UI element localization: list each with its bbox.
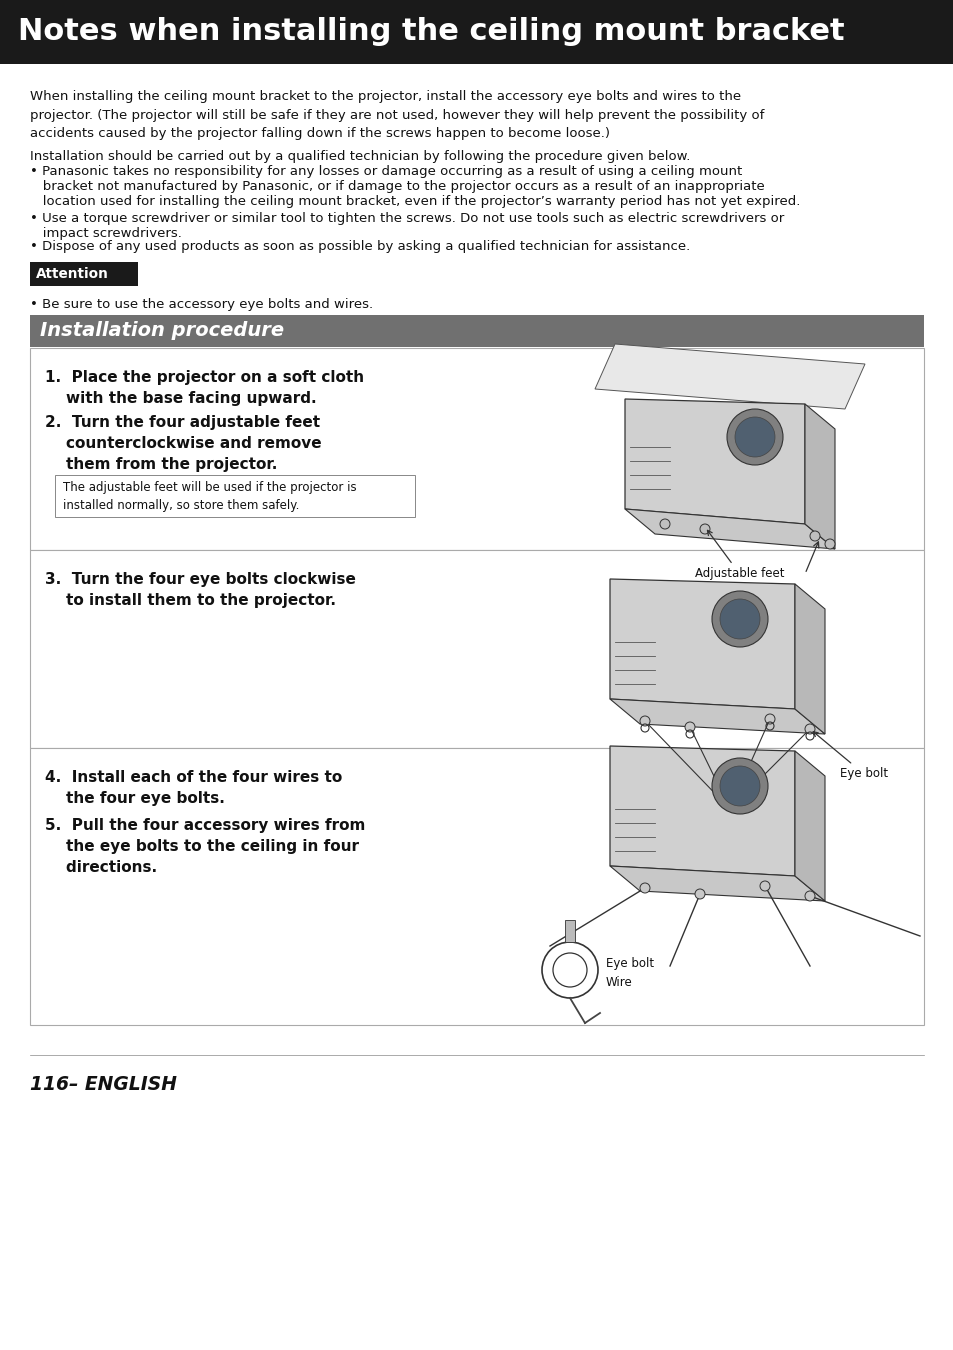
Circle shape (734, 417, 774, 458)
Text: Adjustable feet: Adjustable feet (695, 531, 783, 580)
Circle shape (684, 722, 695, 732)
Bar (30, 348, 923, 549)
Polygon shape (624, 400, 804, 524)
Circle shape (695, 890, 704, 899)
Polygon shape (794, 751, 824, 900)
Text: Notes when installing the ceiling mount bracket: Notes when installing the ceiling mount … (18, 18, 843, 46)
Bar (0, 0, 953, 63)
Text: impact screwdrivers.: impact screwdrivers. (30, 227, 182, 240)
Text: them from the projector.: them from the projector. (45, 458, 277, 472)
Text: Installation procedure: Installation procedure (40, 321, 284, 340)
Text: • Be sure to use the accessory eye bolts and wires.: • Be sure to use the accessory eye bolts… (30, 298, 373, 311)
Circle shape (764, 714, 774, 724)
Text: 116– ENGLISH: 116– ENGLISH (30, 1075, 177, 1094)
Text: • Panasonic takes no responsibility for any losses or damage occurring as a resu: • Panasonic takes no responsibility for … (30, 165, 741, 178)
Circle shape (659, 518, 669, 529)
Circle shape (639, 883, 649, 892)
Polygon shape (609, 699, 824, 734)
Circle shape (553, 953, 586, 987)
Text: 4.  Install each of the four wires to: 4. Install each of the four wires to (45, 769, 342, 784)
Circle shape (720, 765, 760, 806)
Bar (564, 919, 575, 942)
Text: bracket not manufactured by Panasonic, or if damage to the projector occurs as a: bracket not manufactured by Panasonic, o… (30, 180, 764, 193)
Polygon shape (804, 404, 834, 549)
Text: 1.  Place the projector on a soft cloth: 1. Place the projector on a soft cloth (45, 370, 364, 385)
Circle shape (804, 724, 814, 734)
Text: 2.  Turn the four adjustable feet: 2. Turn the four adjustable feet (45, 414, 320, 431)
Text: The adjustable feet will be used if the projector is
installed normally, so stor: The adjustable feet will be used if the … (63, 481, 356, 512)
Polygon shape (609, 865, 824, 900)
Polygon shape (794, 585, 824, 734)
Circle shape (639, 716, 649, 726)
Text: 5.  Pull the four accessory wires from: 5. Pull the four accessory wires from (45, 818, 365, 833)
Circle shape (711, 591, 767, 647)
Circle shape (809, 531, 820, 541)
Polygon shape (595, 344, 864, 409)
Text: to install them to the projector.: to install them to the projector. (45, 593, 335, 608)
Text: 3.  Turn the four eye bolts clockwise: 3. Turn the four eye bolts clockwise (45, 572, 355, 587)
Circle shape (804, 891, 814, 900)
Text: the eye bolts to the ceiling in four: the eye bolts to the ceiling in four (45, 838, 358, 855)
Circle shape (720, 599, 760, 639)
Text: Eye bolt: Eye bolt (812, 732, 887, 780)
Bar (30, 549, 923, 748)
Bar (30, 262, 138, 286)
Bar (30, 748, 923, 1025)
Text: location used for installing the ceiling mount bracket, even if the projector’s : location used for installing the ceiling… (30, 194, 800, 208)
Circle shape (700, 524, 709, 535)
Polygon shape (624, 509, 834, 549)
Text: the four eye bolts.: the four eye bolts. (45, 791, 225, 806)
Polygon shape (609, 579, 794, 709)
Text: • Dispose of any used products as soon as possible by asking a qualified technic: • Dispose of any used products as soon a… (30, 240, 690, 252)
Bar (55, 475, 415, 517)
Text: directions.: directions. (45, 860, 157, 875)
Text: Installation should be carried out by a qualified technician by following the pr: Installation should be carried out by a … (30, 150, 690, 163)
Text: Wire: Wire (605, 976, 632, 988)
Polygon shape (609, 747, 794, 876)
Text: with the base facing upward.: with the base facing upward. (45, 392, 316, 406)
Text: • Use a torque screwdriver or similar tool to tighten the screws. Do not use too: • Use a torque screwdriver or similar to… (30, 212, 783, 225)
Bar (30, 315, 923, 347)
Text: Attention: Attention (36, 267, 109, 281)
Text: counterclockwise and remove: counterclockwise and remove (45, 436, 321, 451)
Circle shape (726, 409, 782, 464)
Circle shape (824, 539, 834, 549)
Text: Eye bolt: Eye bolt (605, 957, 654, 971)
Text: When installing the ceiling mount bracket to the projector, install the accessor: When installing the ceiling mount bracke… (30, 90, 763, 140)
Circle shape (541, 942, 598, 998)
Circle shape (760, 882, 769, 891)
Circle shape (711, 757, 767, 814)
